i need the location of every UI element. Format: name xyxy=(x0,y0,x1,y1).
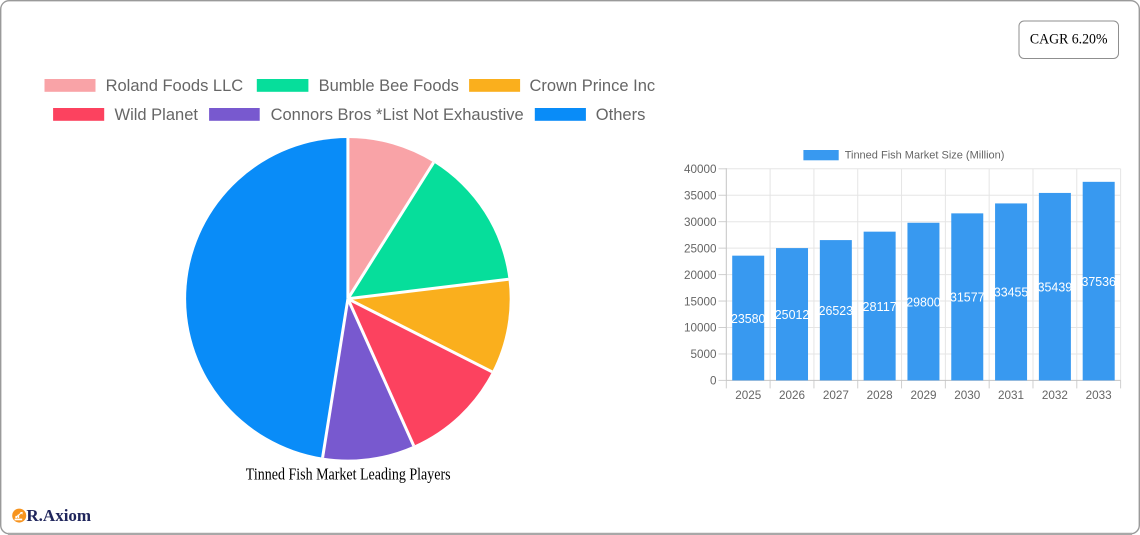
svg-text:26523: 26523 xyxy=(819,303,854,318)
svg-text:25000: 25000 xyxy=(684,242,717,255)
svg-text:30000: 30000 xyxy=(684,216,717,229)
svg-text:Tinned Fish Market Size (Milli: Tinned Fish Market Size (Million) xyxy=(845,150,1005,162)
svg-text:10000: 10000 xyxy=(684,322,717,335)
svg-text:Bumble Bee Foods: Bumble Bee Foods xyxy=(319,77,459,95)
svg-text:Roland Foods LLC: Roland Foods LLC xyxy=(106,77,244,95)
svg-text:Tinned Fish Market Leading Pla: Tinned Fish Market Leading Players xyxy=(246,464,451,483)
svg-text:2026: 2026 xyxy=(779,389,805,402)
svg-text:28117: 28117 xyxy=(862,299,897,314)
svg-text:2025: 2025 xyxy=(735,389,762,402)
svg-text:2027: 2027 xyxy=(823,389,849,402)
svg-text:Crown Prince Inc: Crown Prince Inc xyxy=(530,77,656,95)
svg-text:29800: 29800 xyxy=(906,294,941,309)
svg-text:2030: 2030 xyxy=(954,389,981,402)
svg-text:15000: 15000 xyxy=(684,295,717,308)
svg-text:5000: 5000 xyxy=(690,348,717,361)
svg-text:2033: 2033 xyxy=(1086,389,1112,402)
svg-text:R.Axiom: R.Axiom xyxy=(26,506,91,525)
svg-text:2032: 2032 xyxy=(1042,389,1068,402)
svg-text:23580: 23580 xyxy=(731,311,766,326)
svg-text:25012: 25012 xyxy=(775,307,810,322)
svg-text:2029: 2029 xyxy=(910,389,936,402)
svg-text:20000: 20000 xyxy=(684,269,717,282)
svg-text:Others: Others xyxy=(596,106,646,124)
svg-text:35000: 35000 xyxy=(684,189,717,202)
svg-text:2028: 2028 xyxy=(867,389,893,402)
svg-text:33455: 33455 xyxy=(994,285,1029,300)
svg-text:Wild Planet: Wild Planet xyxy=(115,106,199,124)
svg-text:31577: 31577 xyxy=(950,290,985,305)
svg-text:0: 0 xyxy=(710,375,717,388)
svg-text:Connors Bros *List Not Exhaust: Connors Bros *List Not Exhaustive xyxy=(271,106,524,124)
svg-text:40000: 40000 xyxy=(684,163,717,176)
svg-text:37536: 37536 xyxy=(1081,274,1116,289)
svg-text:2031: 2031 xyxy=(998,389,1024,402)
svg-text:35439: 35439 xyxy=(1038,279,1073,294)
svg-text:CAGR 6.20%: CAGR 6.20% xyxy=(1030,32,1108,48)
